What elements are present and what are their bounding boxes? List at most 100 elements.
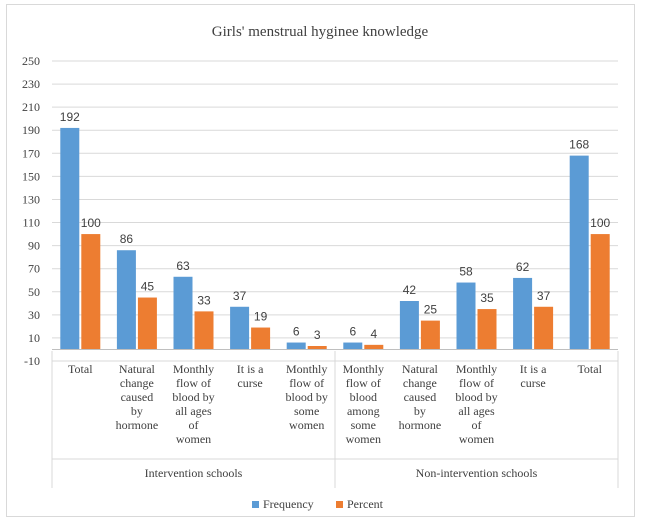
bar-percent bbox=[590, 234, 610, 350]
bar-percent bbox=[137, 297, 157, 350]
y-axis: -10 10 30 50 70 90 110 130 150 170 190 210 230 250 bbox=[22, 54, 40, 368]
x-category-label-line: women bbox=[289, 418, 324, 432]
x-category-label-line: Total bbox=[68, 362, 93, 376]
data-label: 37 bbox=[233, 289, 247, 303]
data-label: 63 bbox=[176, 259, 190, 273]
legend-label-frequency: Frequency bbox=[263, 497, 314, 511]
data-label: 37 bbox=[537, 289, 551, 303]
x-category-label-line: change bbox=[120, 376, 154, 390]
bars bbox=[60, 127, 610, 350]
data-label: 86 bbox=[120, 232, 134, 246]
x-category-label-line: curse bbox=[237, 376, 262, 390]
legend-swatch-percent bbox=[336, 501, 343, 508]
x-category-label-line: blood by bbox=[172, 390, 214, 404]
data-label: 4 bbox=[370, 327, 377, 341]
x-category-label-line: curse bbox=[520, 376, 545, 390]
x-category-label-line: by bbox=[414, 404, 426, 418]
y-tick-label: 30 bbox=[28, 308, 40, 322]
bar-percent bbox=[194, 311, 214, 350]
x-category-label-line: caused bbox=[404, 390, 437, 404]
y-tick-label: -10 bbox=[24, 354, 40, 368]
x-group-label: Intervention schools bbox=[145, 466, 243, 480]
data-label: 33 bbox=[197, 293, 211, 307]
legend-swatch-frequency bbox=[252, 501, 259, 508]
x-category-label: Total bbox=[68, 362, 93, 376]
y-tick-label: 10 bbox=[28, 331, 40, 345]
data-label: 100 bbox=[590, 216, 610, 230]
x-category-label-line: It is a bbox=[520, 362, 547, 376]
y-tick-label: 130 bbox=[22, 192, 40, 206]
y-tick-label: 210 bbox=[22, 100, 40, 114]
data-label: 100 bbox=[81, 216, 101, 230]
x-category-label-line: all ages bbox=[175, 404, 212, 418]
x-category-label-line: among bbox=[347, 404, 380, 418]
bar-percent bbox=[364, 344, 384, 350]
data-label: 192 bbox=[60, 110, 80, 124]
legend: Frequency Percent bbox=[252, 497, 384, 511]
bar-frequency bbox=[116, 250, 136, 350]
x-category-label-line: Monthly bbox=[456, 362, 497, 376]
data-label: 58 bbox=[459, 265, 473, 279]
x-category-label: Monthly flow of blood by all ages of women bbox=[172, 362, 214, 446]
y-tick-label: 70 bbox=[28, 262, 40, 276]
data-label: 6 bbox=[293, 325, 300, 339]
data-label: 45 bbox=[141, 280, 155, 294]
y-tick-label: 250 bbox=[22, 54, 40, 68]
y-tick-label: 110 bbox=[22, 216, 40, 230]
data-label: 62 bbox=[516, 260, 530, 274]
y-tick-label: 150 bbox=[22, 169, 40, 183]
x-category-label-line: hormone bbox=[116, 418, 159, 432]
x-category-label-line: blood bbox=[350, 390, 377, 404]
bar-frequency bbox=[173, 276, 193, 350]
x-category-label-line: women bbox=[459, 432, 494, 446]
x-category-label-line: change bbox=[403, 376, 437, 390]
data-labels: 192 86 63 37 6 6 42 58 62 168 100 45 33 19 3 4 25 35 37 100 bbox=[60, 110, 611, 342]
data-label: 35 bbox=[480, 291, 494, 305]
x-category-label: Monthly flow of blood by some women bbox=[286, 362, 328, 432]
x-category-label-line: flow of bbox=[289, 376, 324, 390]
x-category-label: It is a curse bbox=[237, 362, 264, 390]
x-category-label-line: Monthly bbox=[343, 362, 384, 376]
bar-frequency bbox=[343, 342, 363, 350]
x-category-label-line: Natural bbox=[119, 362, 156, 376]
x-category-label-line: Total bbox=[577, 362, 602, 376]
bar-percent bbox=[420, 320, 440, 350]
bar-percent bbox=[534, 306, 554, 350]
x-category-label-line: blood by bbox=[455, 390, 497, 404]
x-category-label-line: women bbox=[346, 432, 381, 446]
x-group-label: Non-intervention schools bbox=[416, 466, 538, 480]
gridlines bbox=[52, 60, 618, 362]
bar-percent bbox=[251, 327, 271, 350]
chart-frame bbox=[6, 4, 635, 517]
x-category-label: Total bbox=[577, 362, 602, 376]
x-category-label-line: of bbox=[472, 418, 482, 432]
y-tick-label: 230 bbox=[22, 77, 40, 91]
x-category-label-line: hormone bbox=[399, 418, 442, 432]
y-tick-label: 90 bbox=[28, 239, 40, 253]
data-label: 42 bbox=[403, 283, 417, 297]
x-category-label-line: women bbox=[176, 432, 211, 446]
bar-frequency bbox=[569, 155, 589, 350]
x-category-label-line: flow of bbox=[176, 376, 211, 390]
x-category-label: Natural change caused by hormone bbox=[116, 362, 159, 432]
x-category-label-line: flow of bbox=[346, 376, 381, 390]
x-category-label-line: some bbox=[294, 404, 319, 418]
x-category-label: It is a curse bbox=[520, 362, 547, 390]
bar-frequency bbox=[230, 306, 250, 350]
data-label: 25 bbox=[424, 303, 438, 317]
bar-frequency bbox=[456, 282, 476, 350]
x-category-label-line: flow of bbox=[459, 376, 494, 390]
y-tick-label: 50 bbox=[28, 285, 40, 299]
bar-frequency bbox=[399, 301, 419, 350]
x-category-label: Monthly flow of blood among some women bbox=[343, 362, 384, 446]
x-category-label-line: by bbox=[131, 404, 143, 418]
data-label: 19 bbox=[254, 310, 268, 324]
x-category-label-line: Monthly bbox=[286, 362, 327, 376]
y-tick-label: 170 bbox=[22, 146, 40, 160]
chart-title: Girls' menstrual hyginee knowledge bbox=[212, 24, 429, 40]
legend-label-percent: Percent bbox=[347, 497, 384, 511]
bar-percent bbox=[81, 234, 101, 350]
x-category-label-line: some bbox=[351, 418, 376, 432]
x-category-label-line: Natural bbox=[402, 362, 439, 376]
data-label: 3 bbox=[314, 328, 321, 342]
